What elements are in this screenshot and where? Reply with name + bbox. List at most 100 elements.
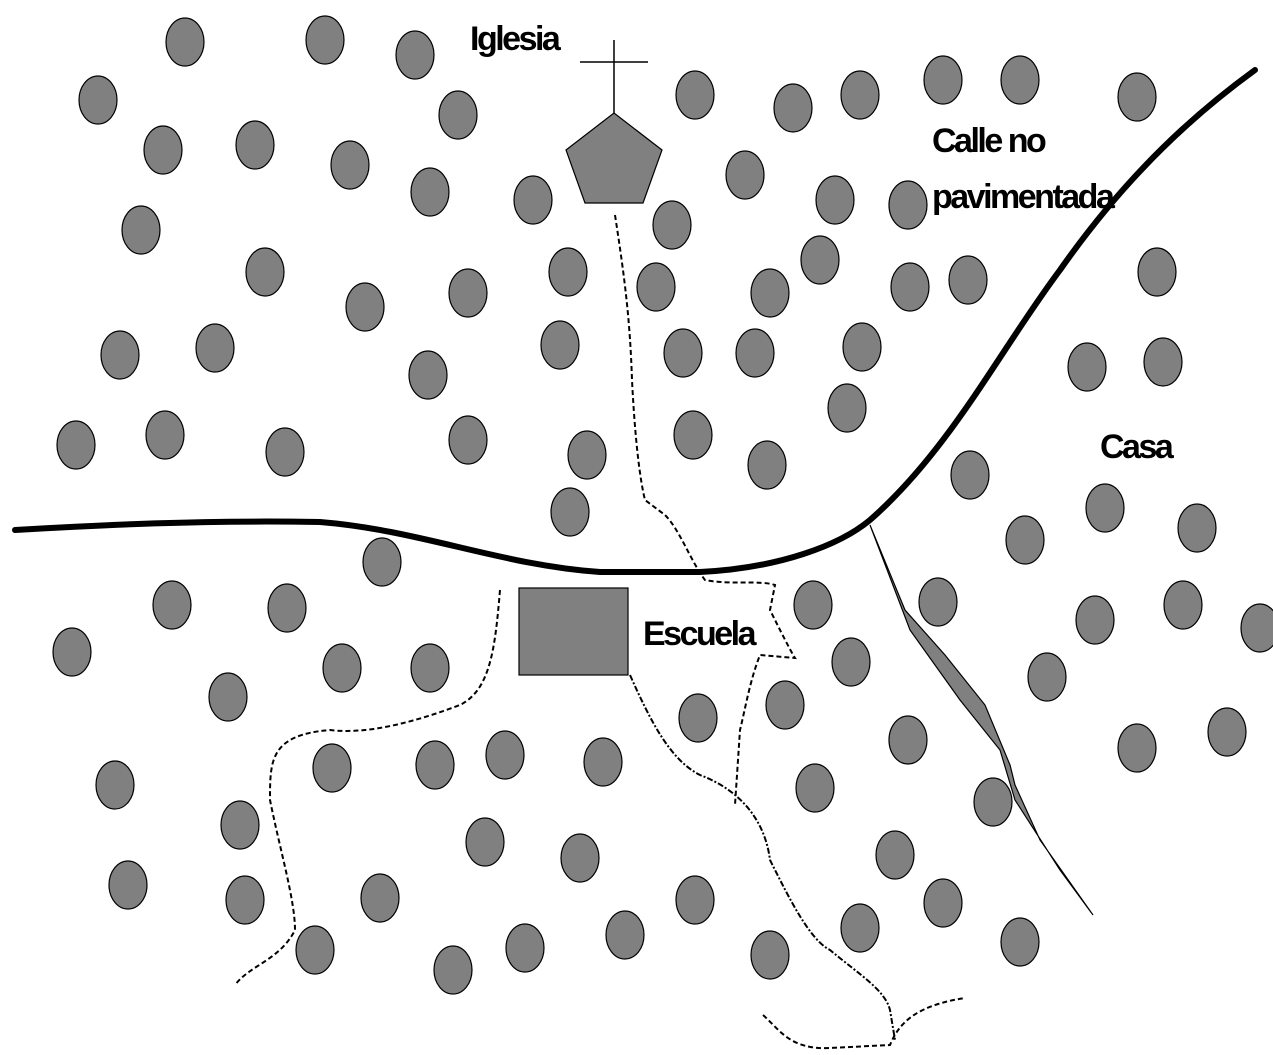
- tree: [750, 268, 790, 318]
- tree: [52, 627, 92, 677]
- tree: [583, 737, 623, 787]
- tree: [747, 440, 787, 490]
- tree: [1117, 72, 1157, 122]
- tree: [267, 583, 307, 633]
- tree: [652, 200, 692, 250]
- tree: [100, 330, 140, 380]
- footpath: [762, 997, 966, 1050]
- tree: [208, 672, 248, 722]
- tree: [918, 577, 958, 627]
- tree: [485, 730, 525, 780]
- tree: [448, 415, 488, 465]
- tree: [410, 167, 450, 217]
- tree: [673, 410, 713, 460]
- tree: [322, 643, 362, 693]
- tree: [842, 322, 882, 372]
- stream: [869, 524, 1094, 916]
- trees: [52, 15, 1273, 995]
- tree: [923, 878, 963, 928]
- tree: [735, 328, 775, 378]
- tree: [1163, 580, 1203, 630]
- tree: [800, 235, 840, 285]
- tree: [121, 205, 161, 255]
- tree: [362, 537, 402, 587]
- tree: [433, 945, 473, 995]
- tree: [548, 247, 588, 297]
- tree: [773, 83, 813, 133]
- tree: [1027, 652, 1067, 702]
- tree: [220, 800, 260, 850]
- tree: [1143, 337, 1183, 387]
- tree: [330, 140, 370, 190]
- tree: [410, 643, 450, 693]
- school: [518, 587, 629, 676]
- tree: [1005, 515, 1045, 565]
- tree: [295, 925, 335, 975]
- tree: [1117, 723, 1157, 773]
- tree: [408, 350, 448, 400]
- tree: [152, 580, 192, 630]
- tree: [725, 150, 765, 200]
- tree: [1085, 483, 1125, 533]
- tree: [265, 427, 305, 477]
- tree: [360, 873, 400, 923]
- tree: [78, 75, 118, 125]
- tree: [793, 580, 833, 630]
- tree: [108, 860, 148, 910]
- tree: [1240, 603, 1273, 653]
- footpath: [234, 589, 501, 986]
- tree: [948, 255, 988, 305]
- tree: [145, 410, 185, 460]
- paved-road: [12, 67, 1258, 575]
- tree: [567, 430, 607, 480]
- tree: [675, 875, 715, 925]
- tree: [550, 487, 590, 537]
- road-label: pavimentada: [932, 178, 1116, 216]
- tree: [827, 383, 867, 433]
- tree: [395, 30, 435, 80]
- tree: [505, 923, 545, 973]
- tree: [1137, 247, 1177, 297]
- tree: [1000, 55, 1040, 105]
- tree: [1067, 342, 1107, 392]
- tree: [840, 70, 880, 120]
- tree: [438, 90, 478, 140]
- tree: [165, 17, 205, 67]
- tree: [1000, 917, 1040, 967]
- tree: [875, 830, 915, 880]
- tree: [56, 420, 96, 470]
- tree: [1207, 707, 1247, 757]
- tree: [305, 15, 345, 65]
- tree: [675, 70, 715, 120]
- footpath: [629, 674, 896, 1041]
- tree: [663, 328, 703, 378]
- tree: [1075, 595, 1115, 645]
- tree: [888, 715, 928, 765]
- house-label: Casa: [1100, 428, 1175, 466]
- tree: [448, 268, 488, 318]
- tree: [540, 320, 580, 370]
- tree: [795, 763, 835, 813]
- tree: [1177, 503, 1217, 553]
- tree: [750, 930, 790, 980]
- tree: [235, 120, 275, 170]
- tree: [513, 175, 553, 225]
- church-label: Iglesia: [470, 20, 562, 58]
- tree: [888, 180, 928, 230]
- road-label: Calle no: [932, 122, 1046, 160]
- tree: [923, 55, 963, 105]
- tree: [890, 262, 930, 312]
- tree: [815, 175, 855, 225]
- tree: [840, 903, 880, 953]
- tree: [195, 323, 235, 373]
- tree: [636, 262, 676, 312]
- tree: [345, 282, 385, 332]
- tree: [831, 637, 871, 687]
- tree: [765, 680, 805, 730]
- tree: [950, 450, 990, 500]
- footpath: [614, 214, 797, 806]
- tree: [95, 760, 135, 810]
- school-label: Escuela: [643, 615, 758, 653]
